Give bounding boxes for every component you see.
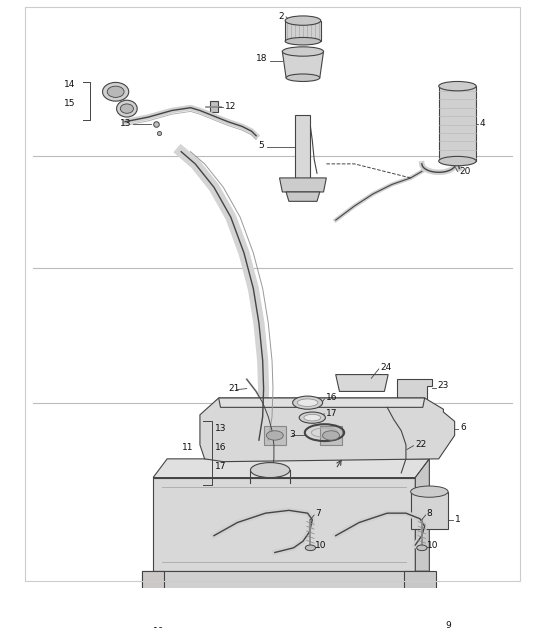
Text: 10: 10 <box>427 541 438 550</box>
Text: 11: 11 <box>182 443 193 452</box>
Polygon shape <box>153 459 429 477</box>
Text: 10: 10 <box>153 627 165 628</box>
Ellipse shape <box>410 486 448 497</box>
Text: 9: 9 <box>445 621 451 628</box>
Text: 8: 8 <box>427 509 432 517</box>
Polygon shape <box>336 374 388 391</box>
Ellipse shape <box>304 414 320 421</box>
Polygon shape <box>295 115 311 178</box>
Text: 4: 4 <box>480 119 486 128</box>
Polygon shape <box>153 477 415 571</box>
Polygon shape <box>264 426 286 445</box>
Text: 17: 17 <box>215 462 226 471</box>
Ellipse shape <box>293 396 323 409</box>
Polygon shape <box>286 192 320 202</box>
Text: 16: 16 <box>326 394 338 403</box>
Text: 3: 3 <box>289 430 295 439</box>
Ellipse shape <box>107 86 124 97</box>
Text: 24: 24 <box>380 362 392 372</box>
Text: 21: 21 <box>228 384 239 393</box>
Text: 5: 5 <box>258 141 264 149</box>
Polygon shape <box>280 178 326 192</box>
Text: 2: 2 <box>278 13 284 21</box>
Polygon shape <box>285 21 320 41</box>
Text: 16: 16 <box>215 443 226 452</box>
Text: 10: 10 <box>315 541 326 550</box>
Text: 22: 22 <box>415 440 427 449</box>
Ellipse shape <box>439 82 476 91</box>
Ellipse shape <box>282 47 324 56</box>
Ellipse shape <box>323 431 340 440</box>
Text: 13: 13 <box>215 425 226 433</box>
Polygon shape <box>219 398 425 408</box>
Ellipse shape <box>417 545 427 551</box>
Text: 1: 1 <box>455 515 461 524</box>
Text: 18: 18 <box>256 55 268 63</box>
Polygon shape <box>282 51 324 78</box>
Ellipse shape <box>286 74 320 82</box>
Polygon shape <box>210 101 217 112</box>
Ellipse shape <box>285 38 320 45</box>
Text: 23: 23 <box>438 381 449 391</box>
Polygon shape <box>439 86 476 161</box>
Text: 12: 12 <box>225 102 237 111</box>
Ellipse shape <box>439 156 476 166</box>
Ellipse shape <box>102 82 129 101</box>
Ellipse shape <box>298 399 318 406</box>
Polygon shape <box>142 571 427 599</box>
Polygon shape <box>200 398 455 462</box>
Polygon shape <box>142 571 165 618</box>
Ellipse shape <box>120 104 134 113</box>
Polygon shape <box>410 492 448 529</box>
Ellipse shape <box>117 100 137 117</box>
Polygon shape <box>404 571 436 618</box>
Text: 6: 6 <box>461 423 466 433</box>
Text: 20: 20 <box>459 167 471 176</box>
Ellipse shape <box>285 16 320 25</box>
Polygon shape <box>415 459 429 571</box>
Ellipse shape <box>267 431 283 440</box>
Ellipse shape <box>299 412 325 423</box>
Ellipse shape <box>305 545 316 551</box>
Polygon shape <box>320 426 342 445</box>
Text: 15: 15 <box>64 99 76 107</box>
Ellipse shape <box>251 463 290 477</box>
Text: 14: 14 <box>64 80 76 89</box>
Text: 17: 17 <box>326 409 338 418</box>
Polygon shape <box>397 379 432 401</box>
Text: 13: 13 <box>120 119 132 128</box>
Text: 7: 7 <box>315 509 321 517</box>
